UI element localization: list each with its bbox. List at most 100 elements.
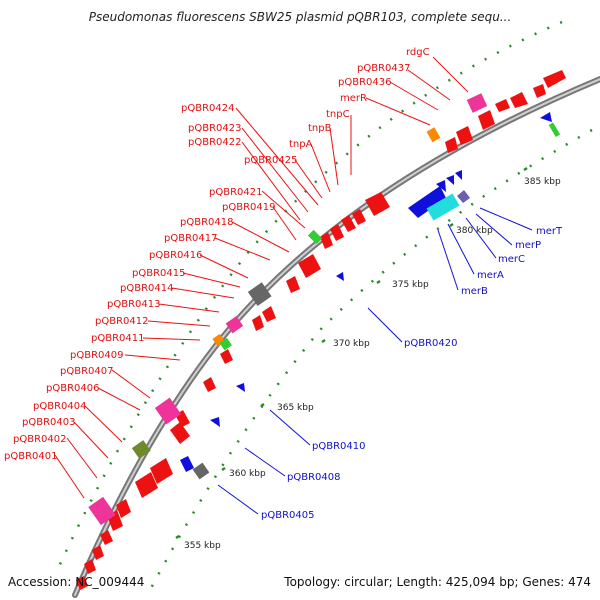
gene-arrow[interactable] [445, 137, 458, 153]
label-pQBR0424[interactable]: pQBR0424 [181, 103, 234, 114]
label-pQBR0402[interactable]: pQBR0402 [13, 434, 66, 445]
label-pQBR0404[interactable]: pQBR0404 [33, 401, 86, 412]
gene-arrow[interactable] [220, 349, 233, 364]
gene-arrow[interactable] [286, 276, 300, 293]
label-merB[interactable]: merB [461, 286, 488, 297]
gene-arrow[interactable] [150, 458, 173, 484]
tick-label-385: 385 kbp [524, 177, 561, 187]
gene-pQBR0416-box[interactable] [247, 282, 272, 306]
gene-pQBR0405-box[interactable] [192, 462, 210, 480]
backbone-arc [72, 75, 600, 598]
gene-arrow[interactable] [84, 559, 96, 574]
label-pQBR0425[interactable]: pQBR0425 [244, 155, 297, 166]
tick-label-group: 355 kbp 360 kbp 365 kbp 370 kbp 375 kbp … [184, 177, 561, 551]
gene-arrow-reverse[interactable] [455, 170, 462, 180]
gene-arrow-reverse[interactable] [180, 456, 194, 472]
gene-arrow-reverse[interactable] [210, 417, 220, 427]
tick-marks [175, 166, 528, 540]
label-merT[interactable]: merT [536, 226, 563, 237]
gene-arrow[interactable] [365, 192, 390, 216]
label-pQBR0418[interactable]: pQBR0418 [180, 217, 233, 228]
label-merP[interactable]: merP [515, 240, 541, 251]
gene-merC-violet[interactable] [457, 190, 470, 203]
label-pQBR0420[interactable]: pQBR0420 [404, 338, 457, 349]
label-pQBR0436[interactable]: pQBR0436 [338, 77, 391, 88]
label-pQBR0412[interactable]: pQBR0412 [95, 316, 148, 327]
gene-arrow-reverse[interactable] [336, 272, 344, 281]
label-pQBR0407[interactable]: pQBR0407 [60, 366, 113, 377]
backbone-highlight [74, 78, 600, 596]
gene-rdgC-box[interactable] [466, 93, 488, 113]
label-pQBR0410[interactable]: pQBR0410 [312, 441, 365, 452]
gene-pQBR0406-box[interactable] [154, 397, 182, 425]
label-pQBR0422[interactable]: pQBR0422 [188, 137, 241, 148]
map-title: Pseudomonas fluorescens SBW25 plasmid pQ… [88, 10, 512, 24]
label-pQBR0417[interactable]: pQBR0417 [164, 233, 217, 244]
gene-arrow[interactable] [456, 126, 473, 145]
forward-label-group: rdgC pQBR0437 pQBR0436 merR tnpC tnpB tn… [4, 47, 430, 462]
gene-arrow-reverse[interactable] [408, 186, 446, 218]
gene-arrow[interactable] [298, 254, 321, 278]
label-pQBR0413[interactable]: pQBR0413 [107, 299, 160, 310]
gene-arrow[interactable] [543, 70, 566, 88]
gene-arrow-reverse[interactable] [436, 180, 446, 192]
gene-arrow[interactable] [116, 499, 131, 518]
label-merR[interactable]: merR [340, 93, 367, 104]
label-pQBR0405[interactable]: pQBR0405 [261, 510, 314, 521]
gene-arrow[interactable] [76, 576, 88, 590]
label-tnpC[interactable]: tnpC [326, 109, 350, 120]
label-pQBR0409[interactable]: pQBR0409 [70, 350, 123, 361]
label-pQBR0403[interactable]: pQBR0403 [22, 417, 75, 428]
gene-arrow[interactable] [170, 422, 190, 444]
gene-arrow[interactable] [252, 315, 264, 331]
forward-genes [76, 70, 566, 590]
topology-text: Topology: circular; Length: 425,094 bp; … [284, 575, 591, 589]
label-pQBR0419[interactable]: pQBR0419 [222, 202, 275, 213]
tick-label-370: 370 kbp [333, 339, 370, 349]
gene-merR-box[interactable] [426, 127, 441, 143]
label-pQBR0414[interactable]: pQBR0414 [120, 283, 173, 294]
label-rdgC[interactable]: rdgC [406, 47, 430, 58]
gene-arrow[interactable] [320, 232, 333, 249]
gene-arrow-reverse[interactable] [236, 383, 245, 392]
gene-arrow[interactable] [533, 84, 546, 98]
gene-arrow[interactable] [135, 472, 158, 498]
gene-arrow[interactable] [478, 110, 495, 130]
gene-arrow[interactable] [341, 215, 356, 232]
gene-pQBR0411-green[interactable] [219, 337, 232, 351]
gene-pQBR0413-box[interactable] [225, 316, 244, 334]
gene-arrow[interactable] [510, 92, 528, 108]
gene-arrow[interactable] [330, 224, 344, 241]
label-pQBR0401[interactable]: pQBR0401 [4, 451, 57, 462]
label-pQBR0437[interactable]: pQBR0437 [357, 63, 410, 74]
gene-arrow[interactable] [495, 99, 510, 112]
label-tnpA[interactable]: tnpA [289, 139, 313, 150]
reverse-label-group: merT merP merC merA merB pQBR0420 pQBR04… [261, 226, 563, 521]
label-pQBR0423[interactable]: pQBR0423 [188, 123, 241, 134]
gene-merA-box[interactable] [426, 193, 460, 221]
gene-tnpA-box[interactable] [307, 229, 323, 245]
gene-arrow-reverse[interactable] [446, 175, 454, 185]
label-pQBR0406[interactable]: pQBR0406 [46, 383, 99, 394]
gene-pQBR0401-box[interactable] [88, 496, 116, 526]
gene-arrow[interactable] [352, 209, 366, 225]
tick-label-360: 360 kbp [229, 469, 266, 479]
label-pQBR0415[interactable]: pQBR0415 [132, 268, 185, 279]
gene-arrow[interactable] [100, 530, 113, 545]
gene-arrow[interactable] [203, 377, 216, 392]
gene-arrow[interactable] [92, 545, 104, 560]
gene-green-bar[interactable] [548, 122, 561, 138]
label-pQBR0408[interactable]: pQBR0408 [287, 472, 340, 483]
gene-pQBR0402-box[interactable] [131, 440, 151, 459]
tick-label-375: 375 kbp [392, 280, 429, 290]
label-tnpB[interactable]: tnpB [308, 123, 332, 134]
label-pQBR0416[interactable]: pQBR0416 [149, 250, 202, 261]
gene-arrow-reverse[interactable] [540, 112, 552, 122]
label-merC[interactable]: merC [498, 254, 525, 265]
label-pQBR0421[interactable]: pQBR0421 [209, 187, 262, 198]
gene-arrow[interactable] [262, 306, 276, 322]
label-pQBR0411[interactable]: pQBR0411 [91, 333, 144, 344]
label-merA[interactable]: merA [477, 270, 504, 281]
